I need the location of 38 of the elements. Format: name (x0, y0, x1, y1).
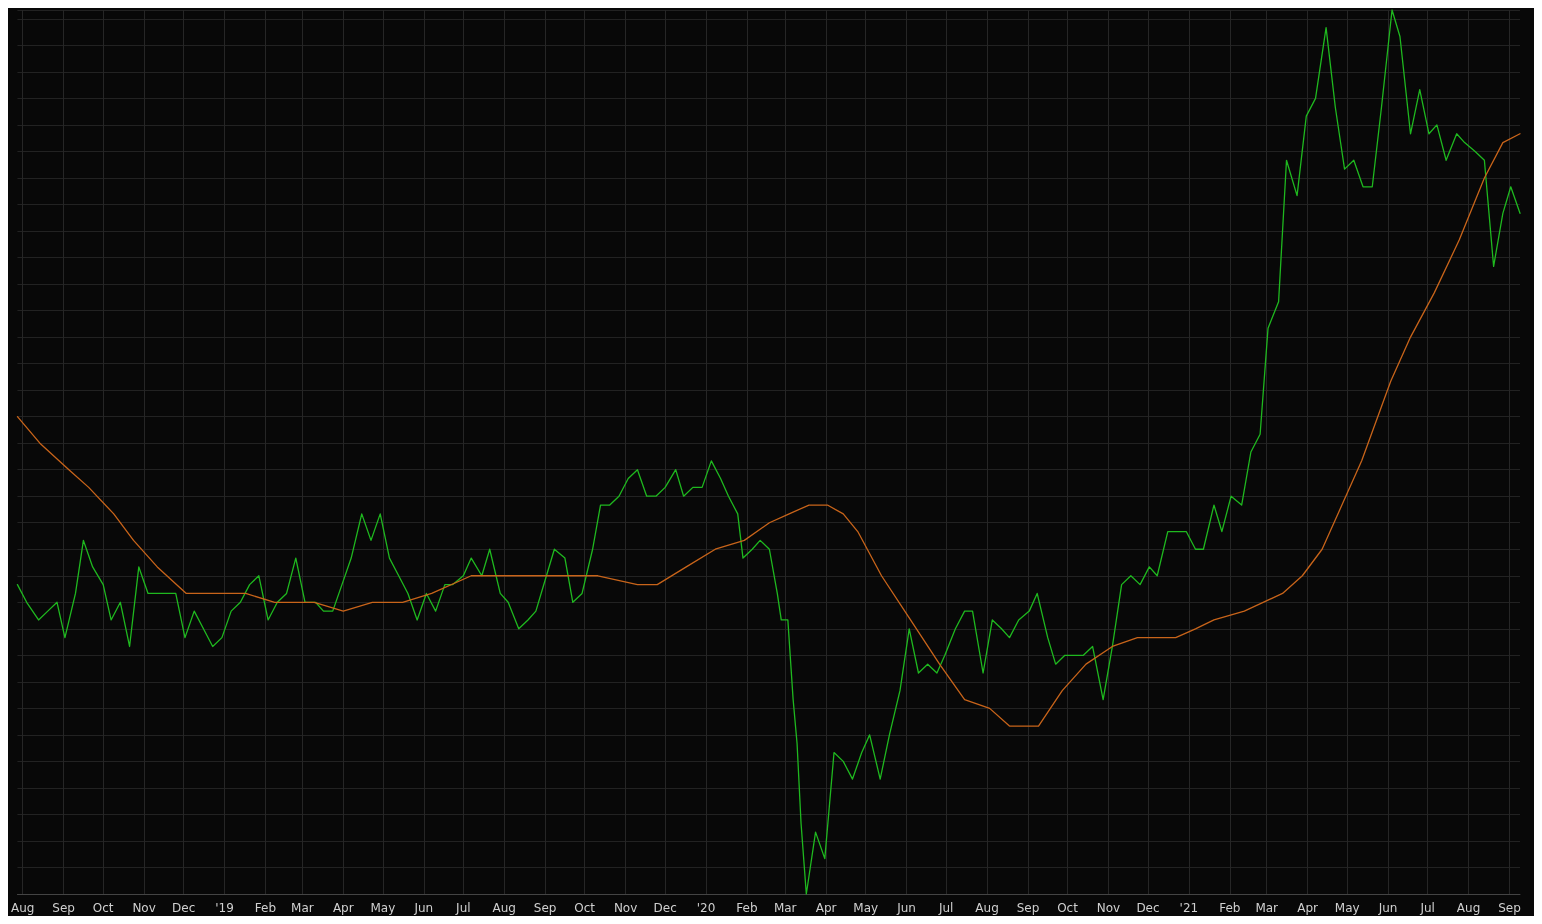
x-tick-label: Mar (291, 901, 314, 915)
x-tick-label: Jun (1377, 901, 1398, 915)
x-tick-label: Sep (1016, 901, 1040, 915)
x-tick-label: Jun (896, 901, 916, 915)
x-tick-label: Feb (736, 901, 758, 915)
x-tick-label: '20 (696, 901, 716, 915)
x-tick-label: Feb (254, 901, 277, 915)
x-tick-label: May (853, 901, 879, 915)
x-tick-label: Apr (815, 901, 837, 915)
x-tick-label: Dec (653, 901, 677, 915)
x-tick-label: Oct (574, 901, 596, 915)
x-tick-label: Nov (613, 901, 638, 915)
x-tick-label: '21 (1179, 901, 1199, 915)
x-tick-label: May (1334, 901, 1360, 915)
x-tick-label: Dec (1136, 901, 1160, 915)
x-tick-label: Jul (455, 901, 471, 915)
x-tick-label: Aug (975, 901, 999, 915)
x-tick-label: Mar (773, 901, 797, 915)
x-tick-label: Mar (1255, 901, 1279, 915)
x-tick-label: Sep (52, 901, 75, 915)
x-tick-label: '19 (215, 901, 234, 915)
x-tick-label: Oct (92, 901, 114, 915)
x-tick-label: Aug (492, 901, 516, 915)
x-tick-label: Jul (1419, 901, 1435, 915)
x-tick-label: Nov (1096, 901, 1121, 915)
x-tick-label: Jun (413, 901, 434, 915)
x-tick-label: Dec (172, 901, 196, 915)
x-tick-label: Apr (332, 901, 354, 915)
x-tick-label: Aug (1456, 901, 1481, 915)
x-tick-label: May (370, 901, 396, 915)
x-tick-label: Sep (533, 901, 557, 915)
x-tick-label: Nov (132, 901, 156, 915)
x-tick-label: Feb (1219, 901, 1241, 915)
x-tick-label: Oct (1057, 901, 1079, 915)
x-tick-label: Jul (937, 901, 954, 915)
x-tick-label: Aug (11, 901, 35, 915)
x-tick-label: Sep (1498, 901, 1521, 915)
x-tick-label: Apr (1297, 901, 1319, 915)
